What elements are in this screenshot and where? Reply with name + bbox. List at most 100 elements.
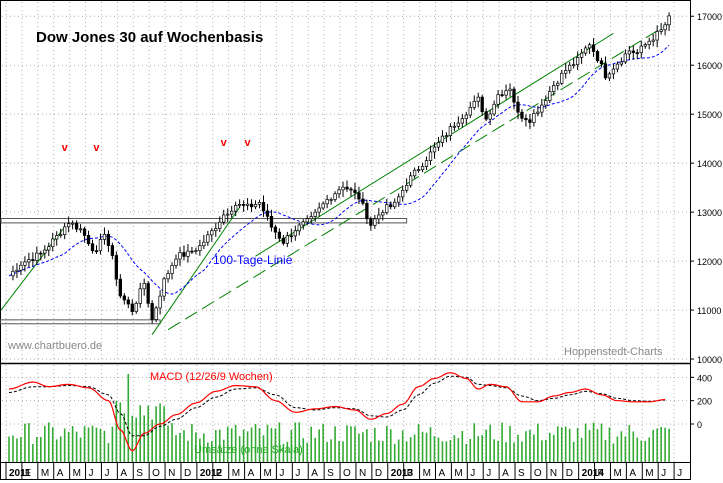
candle-up xyxy=(536,111,540,114)
candle-down xyxy=(516,101,520,113)
chart-title: Dow Jones 30 auf Wochenbasis xyxy=(36,29,264,46)
candle-up xyxy=(464,114,468,120)
candle-up xyxy=(424,160,429,167)
macd-line xyxy=(8,372,666,452)
resistance-box xyxy=(0,217,408,224)
candle-up xyxy=(206,234,210,243)
x-tick-label: S xyxy=(136,468,143,479)
candle-up xyxy=(210,230,214,236)
candle-down xyxy=(361,198,365,204)
y-tick-label: 11000 xyxy=(697,306,721,316)
x-tick-label: J xyxy=(89,468,94,479)
x-tick-label: M xyxy=(232,468,240,479)
macd-tick-label: 200 xyxy=(697,397,712,407)
candle-up xyxy=(170,265,174,274)
x-tick-label: M xyxy=(613,468,621,479)
candle-up xyxy=(27,259,31,263)
candle-up xyxy=(611,68,616,75)
candle-down xyxy=(524,117,528,121)
candle-down xyxy=(94,250,99,253)
candle-up xyxy=(309,216,313,220)
candle-up xyxy=(142,283,146,290)
candle-up xyxy=(98,239,103,252)
candle-up xyxy=(337,189,341,195)
x-tick-label: S xyxy=(327,468,334,479)
reversal-marker: v xyxy=(62,142,69,154)
reversal-marker: v xyxy=(93,142,100,154)
candle-up xyxy=(476,96,480,102)
x-tick-label: 2014 xyxy=(582,468,605,479)
x-tick-label: 2011 xyxy=(9,468,31,479)
reversal-marker: v xyxy=(221,137,228,149)
candle-up xyxy=(293,230,297,237)
y-tick-label: 12000 xyxy=(697,257,722,267)
y-tick-label: 17000 xyxy=(697,12,722,22)
candle-up xyxy=(297,224,301,232)
candle-up xyxy=(627,50,631,55)
candle-up xyxy=(178,252,182,260)
x-tick-label: J xyxy=(486,468,491,479)
candle-up xyxy=(301,221,305,226)
candle-down xyxy=(349,188,353,191)
candle-down xyxy=(74,222,79,230)
x-tick-label: A xyxy=(120,468,127,479)
candle-down xyxy=(365,202,369,220)
ma-100-line xyxy=(8,44,670,295)
candle-down xyxy=(281,237,286,244)
candle-up xyxy=(655,31,659,41)
trendline-dashed xyxy=(167,23,670,331)
candle-up xyxy=(623,53,628,63)
candle-up xyxy=(659,29,663,32)
candle-down xyxy=(528,119,532,123)
candle-up xyxy=(643,44,647,47)
volume-label: Umsätze (ohne Skala) xyxy=(194,444,303,456)
x-tick-label: J xyxy=(661,468,666,479)
candle-up xyxy=(321,203,325,209)
candle-down xyxy=(484,111,488,120)
candle-down xyxy=(500,94,504,97)
x-tick-label: 2012 xyxy=(200,468,223,479)
y-tick-label: 14000 xyxy=(697,159,722,169)
candle-up xyxy=(234,205,238,212)
candle-up xyxy=(619,61,624,65)
candle-down xyxy=(190,250,194,253)
candle-down xyxy=(249,203,254,208)
candle-down xyxy=(631,50,635,53)
candle-up xyxy=(134,303,138,312)
candle-up xyxy=(552,85,556,92)
candle-up xyxy=(504,90,508,96)
x-tick-label: J xyxy=(470,468,475,479)
candle-up xyxy=(568,64,572,71)
candle-up xyxy=(333,193,337,200)
x-tick-label: M xyxy=(73,468,81,479)
candle-up xyxy=(444,135,449,137)
candle-up xyxy=(397,196,401,203)
candle-down xyxy=(603,63,608,79)
candle-up xyxy=(496,94,500,105)
candle-up xyxy=(245,203,250,206)
candle-up xyxy=(385,204,389,213)
candle-down xyxy=(345,186,349,190)
candle-up xyxy=(560,72,564,84)
x-tick-label: D xyxy=(375,468,382,479)
candle-down xyxy=(480,96,484,113)
candle-down xyxy=(369,218,373,226)
macd-tick-label: 400 xyxy=(697,373,712,383)
candle-down xyxy=(635,52,639,54)
candle-up xyxy=(408,175,413,186)
candle-up xyxy=(186,250,190,257)
candle-up xyxy=(548,91,552,101)
candle-up xyxy=(329,199,333,201)
x-tick-label: A xyxy=(248,468,255,479)
candle-up xyxy=(401,189,405,198)
candle-up xyxy=(51,238,55,248)
candle-up xyxy=(138,288,142,304)
candle-up xyxy=(456,122,460,127)
candle-down xyxy=(86,235,91,245)
x-tick-label: 2013 xyxy=(391,468,414,479)
candle-up xyxy=(158,295,162,309)
candle-down xyxy=(261,202,266,212)
candle-up xyxy=(579,52,584,58)
x-tick-label: A xyxy=(57,468,64,479)
candle-up xyxy=(448,126,453,136)
